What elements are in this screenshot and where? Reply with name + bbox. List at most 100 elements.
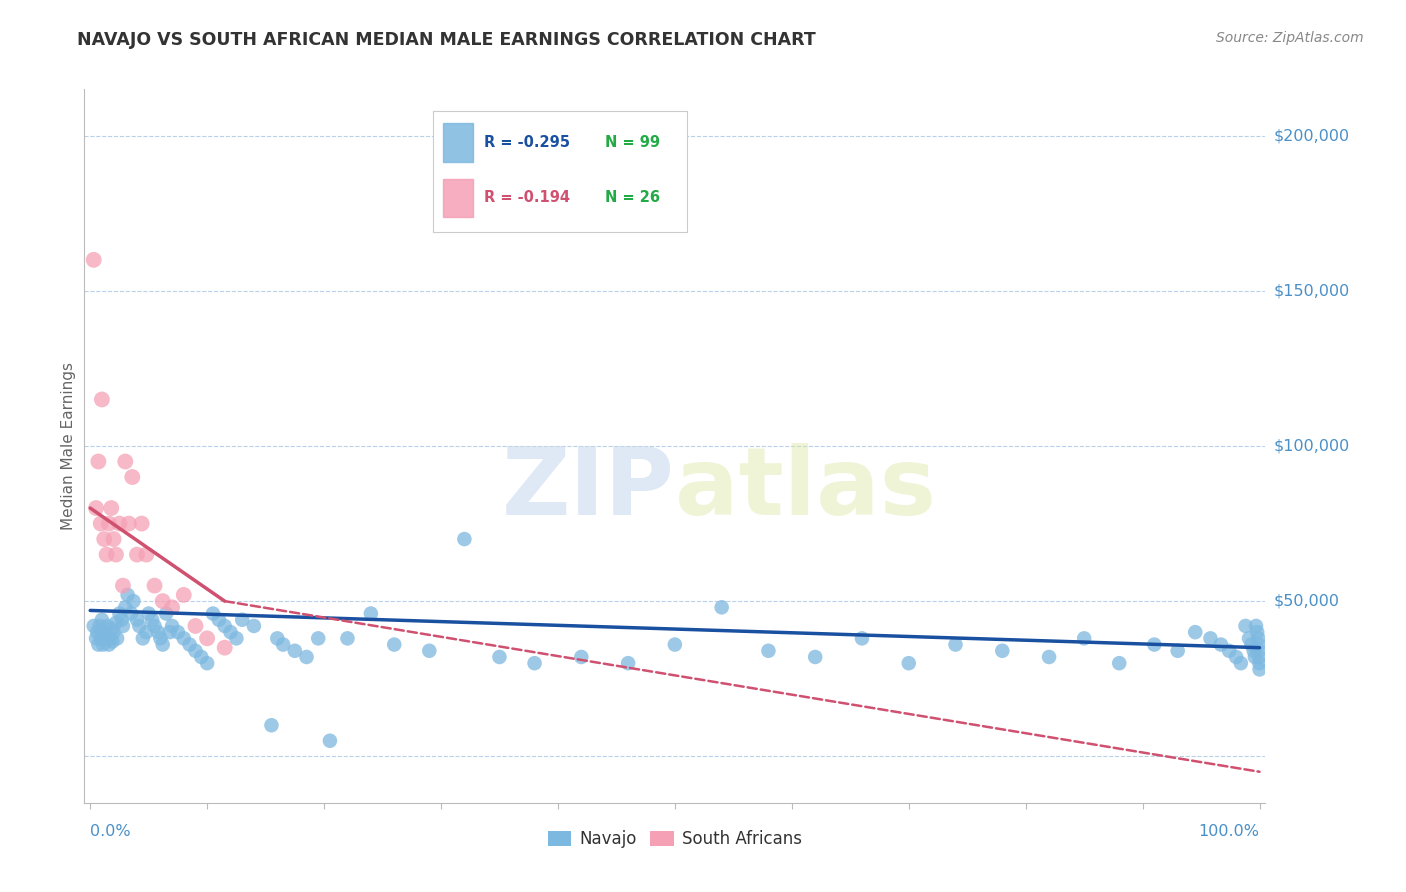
Point — [945, 638, 967, 652]
Point — [195, 656, 218, 670]
Point — [266, 632, 288, 646]
Text: 100.0%: 100.0% — [1198, 824, 1260, 839]
Point — [1234, 619, 1257, 633]
Text: NAVAJO VS SOUTH AFRICAN MEDIAN MALE EARNINGS CORRELATION CHART: NAVAJO VS SOUTH AFRICAN MEDIAN MALE EARN… — [77, 31, 815, 49]
Point — [1230, 656, 1253, 670]
Point — [117, 588, 139, 602]
Point — [111, 619, 134, 633]
Point — [1244, 650, 1267, 665]
Point — [319, 733, 342, 747]
Point — [155, 607, 177, 621]
Point — [149, 632, 172, 646]
Point — [173, 588, 195, 602]
Point — [120, 607, 142, 621]
Point — [114, 600, 136, 615]
Point — [83, 619, 105, 633]
Point — [1247, 644, 1270, 658]
Text: $200,000: $200,000 — [1274, 128, 1350, 144]
Legend: Navajo, South Africans: Navajo, South Africans — [541, 824, 808, 855]
Point — [184, 619, 207, 633]
Point — [208, 613, 231, 627]
Point — [1244, 619, 1267, 633]
Point — [91, 638, 114, 652]
Point — [135, 548, 157, 562]
Point — [195, 632, 218, 646]
Point — [1225, 650, 1247, 665]
Point — [710, 600, 733, 615]
Point — [93, 532, 115, 546]
Point — [418, 644, 440, 658]
Point — [804, 650, 827, 665]
Point — [114, 454, 136, 468]
Text: $150,000: $150,000 — [1274, 284, 1350, 298]
Point — [184, 644, 207, 658]
Point — [125, 548, 148, 562]
Point — [90, 613, 112, 627]
Point — [1247, 638, 1270, 652]
Point — [382, 638, 405, 652]
Point — [173, 632, 195, 646]
Point — [101, 634, 124, 648]
Point — [152, 594, 174, 608]
Text: $100,000: $100,000 — [1274, 439, 1350, 453]
Point — [131, 516, 153, 531]
Point — [159, 625, 181, 640]
Point — [190, 650, 212, 665]
Point — [219, 625, 242, 640]
Point — [160, 600, 183, 615]
Point — [523, 656, 546, 670]
Point — [617, 656, 640, 670]
Point — [214, 619, 236, 633]
Point — [201, 607, 224, 621]
Point — [1184, 625, 1206, 640]
Point — [97, 619, 120, 633]
Point — [851, 632, 873, 646]
Point — [453, 532, 475, 546]
Point — [1249, 662, 1271, 676]
Point — [84, 632, 107, 646]
Point — [225, 632, 247, 646]
Point — [1249, 650, 1271, 665]
Point — [1038, 650, 1060, 665]
Point — [284, 644, 307, 658]
Point — [1240, 638, 1263, 652]
Point — [1143, 638, 1166, 652]
Point — [991, 644, 1014, 658]
Text: $50,000: $50,000 — [1274, 594, 1340, 608]
Point — [146, 625, 169, 640]
Point — [664, 638, 686, 652]
Point — [94, 632, 117, 646]
Point — [179, 638, 201, 652]
Point — [160, 619, 183, 633]
Point — [104, 548, 127, 562]
Point — [135, 625, 157, 640]
Point — [360, 607, 382, 621]
Point — [1249, 656, 1271, 670]
Point — [97, 638, 120, 652]
Point — [569, 650, 592, 665]
Point — [96, 548, 118, 562]
Point — [111, 613, 134, 627]
Point — [100, 622, 122, 636]
Point — [121, 470, 143, 484]
Point — [307, 632, 329, 646]
Point — [152, 638, 174, 652]
Point — [105, 632, 128, 646]
Point — [897, 656, 920, 670]
Point — [103, 625, 125, 640]
Point — [1247, 632, 1270, 646]
Text: atlas: atlas — [675, 442, 936, 535]
Point — [214, 640, 236, 655]
Point — [111, 579, 134, 593]
Point — [143, 579, 166, 593]
Point — [231, 613, 253, 627]
Point — [143, 619, 166, 633]
Point — [122, 594, 145, 608]
Point — [87, 454, 110, 468]
Point — [128, 619, 150, 633]
Point — [758, 644, 780, 658]
Point — [243, 619, 266, 633]
Text: ZIP: ZIP — [502, 442, 675, 535]
Point — [336, 632, 359, 646]
Point — [1237, 632, 1260, 646]
